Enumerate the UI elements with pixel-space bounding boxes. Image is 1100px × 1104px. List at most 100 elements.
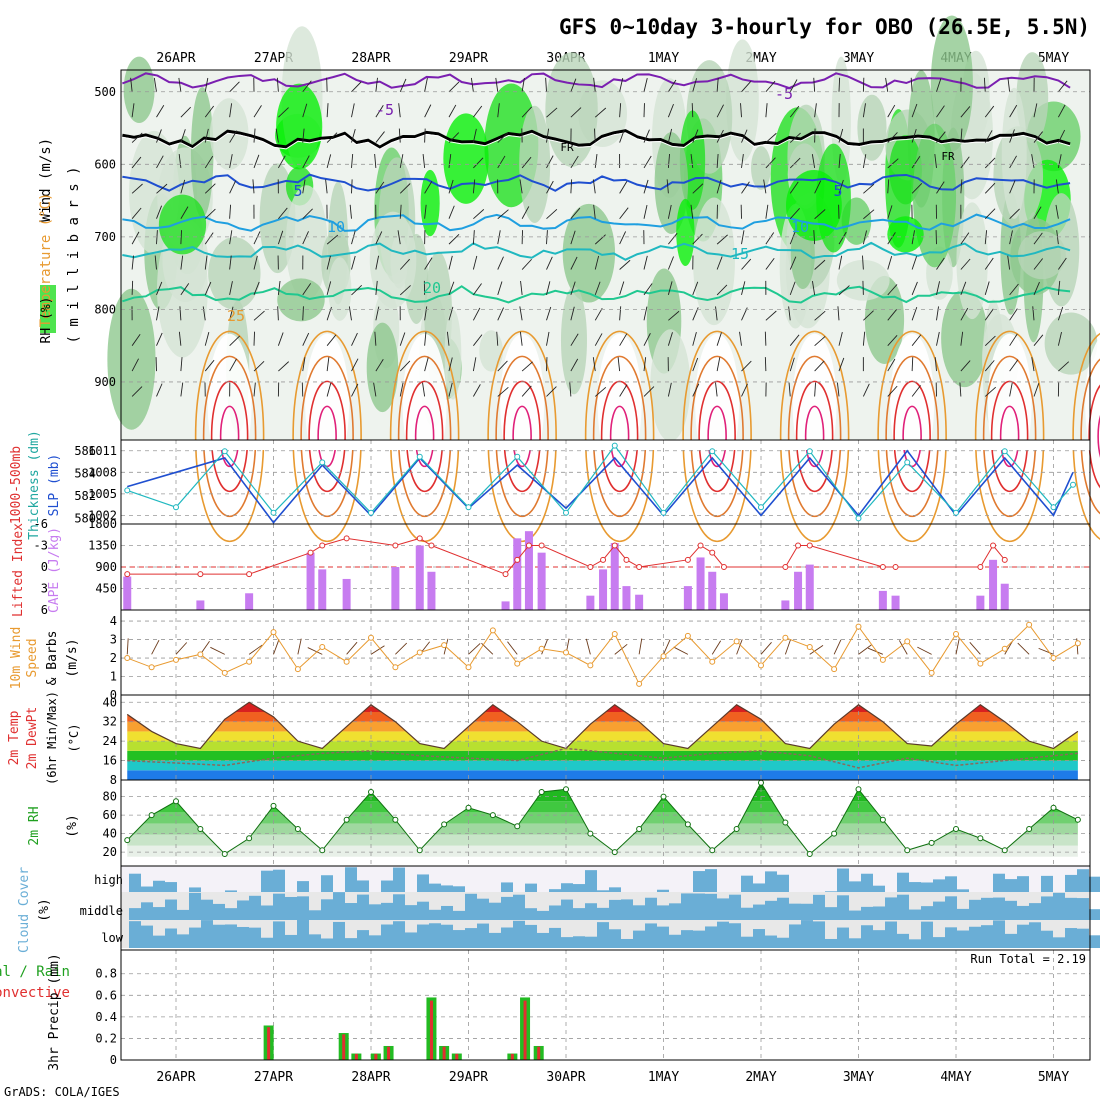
cloud-bar — [873, 906, 885, 920]
precip-tick: 0.4 — [95, 1010, 117, 1024]
cloud-bar — [453, 886, 465, 892]
thickness-point — [710, 449, 715, 454]
temp-tick: 24 — [103, 734, 117, 748]
isotherm-label: 20 — [423, 279, 441, 297]
cloud-bar — [381, 924, 393, 948]
li-point — [637, 565, 642, 570]
cloud-bar — [393, 868, 405, 892]
cloud-bar — [429, 910, 441, 920]
cloud-bar — [345, 938, 357, 948]
thickness-point — [320, 460, 325, 465]
cloud-bar — [933, 937, 945, 948]
warm-core-blob — [500, 334, 544, 474]
cloud-bar — [645, 898, 657, 920]
cloud-bar — [309, 934, 321, 948]
cloud-bar — [429, 884, 441, 892]
cloud-bar — [717, 898, 729, 920]
li-point — [721, 565, 726, 570]
cloud-bar — [441, 925, 453, 948]
cape-bar — [586, 596, 594, 610]
date-label-bottom: 2MAY — [745, 1070, 776, 1085]
cloud-bar — [225, 890, 237, 892]
cloud-bar — [513, 895, 525, 920]
cloud-bar — [369, 935, 381, 948]
rh-point — [149, 813, 154, 818]
cloud-bar — [525, 925, 537, 948]
rh-blob — [328, 257, 351, 321]
li-point — [198, 572, 203, 577]
cloud-bar — [753, 883, 765, 892]
cloud-bar — [141, 926, 153, 948]
temp-tick: 16 — [103, 754, 117, 768]
cloud-bar — [885, 897, 897, 920]
rh-point — [978, 836, 983, 841]
rh-point — [344, 817, 349, 822]
cloud-bar — [1017, 925, 1029, 948]
rh-point — [295, 827, 300, 832]
cape-tick: 1350 — [88, 539, 117, 553]
wind10-barb — [152, 640, 159, 654]
cloud-bar — [933, 879, 945, 892]
cape-bar — [318, 569, 326, 610]
cape-tick: 900 — [95, 560, 117, 574]
precip-tick: 0 — [110, 1053, 117, 1067]
wind-speed-point — [564, 650, 569, 655]
cloud-bar — [801, 904, 813, 920]
wind10-barb — [298, 639, 301, 655]
svg-text:(°C): (°C) — [67, 724, 81, 753]
cloud-bar — [441, 906, 453, 920]
cloud-bar — [693, 893, 705, 920]
cloud-bar — [165, 900, 177, 920]
wind-tick: 3 — [110, 633, 117, 647]
rh-band — [121, 823, 1090, 834]
cloud-bar — [129, 921, 141, 948]
cloud-bar — [561, 883, 573, 892]
li-point — [783, 565, 788, 570]
svg-text:(6hr Min/Max): (6hr Min/Max) — [45, 691, 59, 785]
wind10-barb — [127, 638, 128, 654]
cloud-bar — [777, 898, 789, 920]
cloud-bar — [261, 905, 273, 920]
wind-speed-point — [320, 644, 325, 649]
rh-point — [564, 787, 569, 792]
cloud-bar — [585, 870, 597, 892]
cloud-bar — [1029, 922, 1041, 948]
cloud-bar — [501, 882, 513, 892]
cape-bar — [781, 600, 789, 610]
rh-blob — [277, 278, 324, 321]
cloud-bar — [1089, 935, 1100, 948]
rh-point — [856, 787, 861, 792]
li-point — [125, 572, 130, 577]
li-point — [515, 557, 520, 562]
rh-tick: 60 — [103, 808, 117, 822]
date-label-bottom: 28APR — [351, 1070, 390, 1085]
cloud-bar — [657, 927, 669, 948]
cloud-bar — [801, 920, 813, 948]
cloud-bar — [153, 881, 165, 892]
precip-bar-convective — [511, 1054, 514, 1060]
rh-blob — [751, 146, 771, 190]
wind-speed-point — [807, 644, 812, 649]
cloud-bar — [825, 939, 837, 948]
cloud-bar — [1053, 893, 1065, 920]
cloud-bar — [501, 897, 513, 920]
rh-point — [1075, 817, 1080, 822]
cloud-bar — [597, 908, 609, 920]
temp-tick: 8 — [110, 773, 117, 787]
cloud-bar — [705, 869, 717, 892]
cloud-bar — [705, 894, 717, 920]
rh-point — [247, 836, 252, 841]
wind-speed-point — [222, 670, 227, 675]
thickness-point — [174, 505, 179, 510]
wind-barb — [132, 281, 133, 295]
svg-text:Thickness (dm): Thickness (dm) — [27, 430, 42, 540]
cloud-bar — [465, 928, 477, 948]
wind-speed-point — [295, 667, 300, 672]
isotherm-label: FR — [941, 150, 955, 163]
cloud-bar — [1077, 929, 1089, 948]
date-label-bottom: 4MAY — [940, 1070, 971, 1085]
cloud-bar — [333, 892, 345, 920]
li-point — [601, 557, 606, 562]
rh-point — [271, 803, 276, 808]
cape-bar — [245, 593, 253, 610]
